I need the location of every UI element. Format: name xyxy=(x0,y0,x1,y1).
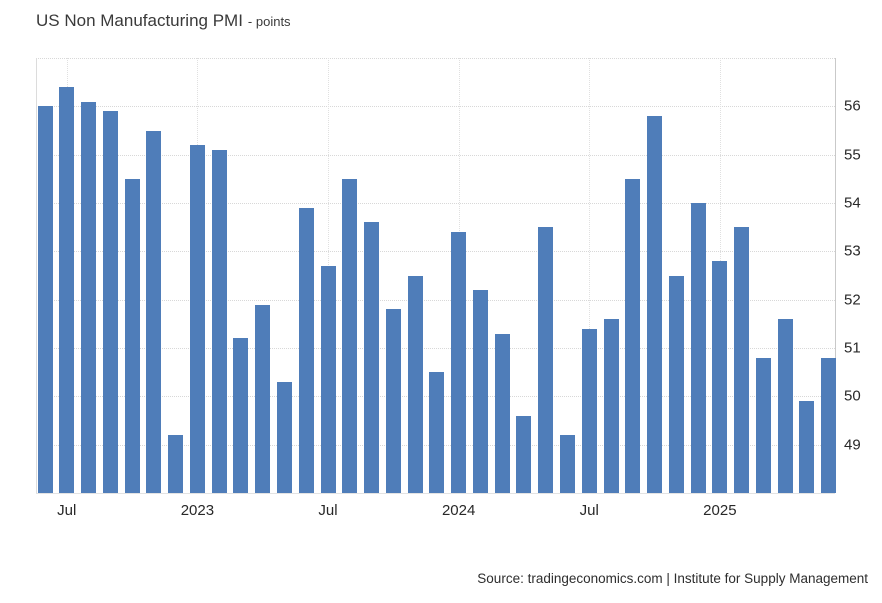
bar[interactable] xyxy=(472,290,488,493)
bar[interactable] xyxy=(755,357,771,493)
y-tick-label: 54 xyxy=(844,194,861,212)
x-tick-label: 2024 xyxy=(441,502,476,519)
y-tick-label: 55 xyxy=(844,146,861,164)
bar[interactable] xyxy=(451,232,467,493)
chart-title-unit-label: - points xyxy=(247,14,291,29)
y-tick-label: 49 xyxy=(844,436,861,454)
bar[interactable] xyxy=(59,87,75,493)
bar[interactable] xyxy=(516,415,532,493)
y-gridline xyxy=(36,348,835,349)
bar[interactable] xyxy=(168,435,184,493)
y-tick-label: 50 xyxy=(844,387,861,405)
bar[interactable] xyxy=(189,145,205,493)
y-tick-label: 56 xyxy=(844,97,861,115)
x-tick-label: 2023 xyxy=(180,502,215,519)
bar[interactable] xyxy=(538,227,554,493)
bar[interactable] xyxy=(81,101,97,493)
bar[interactable] xyxy=(821,357,837,493)
x-tick-label: Jul xyxy=(318,502,338,519)
bar[interactable] xyxy=(37,106,53,493)
bar[interactable] xyxy=(625,178,641,493)
bar[interactable] xyxy=(102,111,118,493)
bar[interactable] xyxy=(146,130,162,493)
bar[interactable] xyxy=(668,275,684,493)
bar[interactable] xyxy=(690,203,706,493)
bar[interactable] xyxy=(255,304,271,493)
source-attribution: Source: tradingeconomics.com | Institute… xyxy=(477,571,868,586)
bar[interactable] xyxy=(320,265,336,493)
bar[interactable] xyxy=(777,319,793,493)
y-gridline xyxy=(36,299,835,301)
bar[interactable] xyxy=(124,178,140,493)
bar[interactable] xyxy=(364,222,380,493)
y-axis-line xyxy=(835,58,836,493)
y-tick-label: 53 xyxy=(844,242,861,260)
x-tick-label: Jul xyxy=(579,502,599,519)
bar[interactable] xyxy=(276,381,292,493)
bar[interactable] xyxy=(407,275,423,493)
x-axis-line xyxy=(36,493,835,494)
bar[interactable] xyxy=(211,149,227,493)
bar[interactable] xyxy=(385,309,401,493)
y-tick-label: 52 xyxy=(844,291,861,309)
y-gridline xyxy=(36,58,835,59)
bar[interactable] xyxy=(298,207,314,493)
bar[interactable] xyxy=(603,319,619,493)
chart-title-text: US Non Manufacturing PMI xyxy=(36,11,243,30)
y-gridline xyxy=(36,203,835,204)
y-tick-label: 51 xyxy=(844,339,861,357)
bar[interactable] xyxy=(559,435,575,493)
bar[interactable] xyxy=(342,178,358,493)
x-tick-label: 2025 xyxy=(703,502,737,519)
bar[interactable] xyxy=(429,372,445,493)
x-gridline xyxy=(589,58,591,493)
bar[interactable] xyxy=(233,338,249,493)
y-axis-line-left xyxy=(36,58,37,493)
bar[interactable] xyxy=(494,333,510,493)
y-gridline xyxy=(36,106,835,108)
x-tick-label: Jul xyxy=(57,502,77,519)
y-gridline xyxy=(36,154,835,156)
y-gridline xyxy=(36,251,835,253)
chart-title: US Non Manufacturing PMI - points xyxy=(36,11,291,31)
bar[interactable] xyxy=(647,116,663,493)
bar[interactable] xyxy=(799,401,815,493)
bar[interactable] xyxy=(712,261,728,493)
bar[interactable] xyxy=(734,227,750,493)
bar[interactable] xyxy=(581,328,597,493)
